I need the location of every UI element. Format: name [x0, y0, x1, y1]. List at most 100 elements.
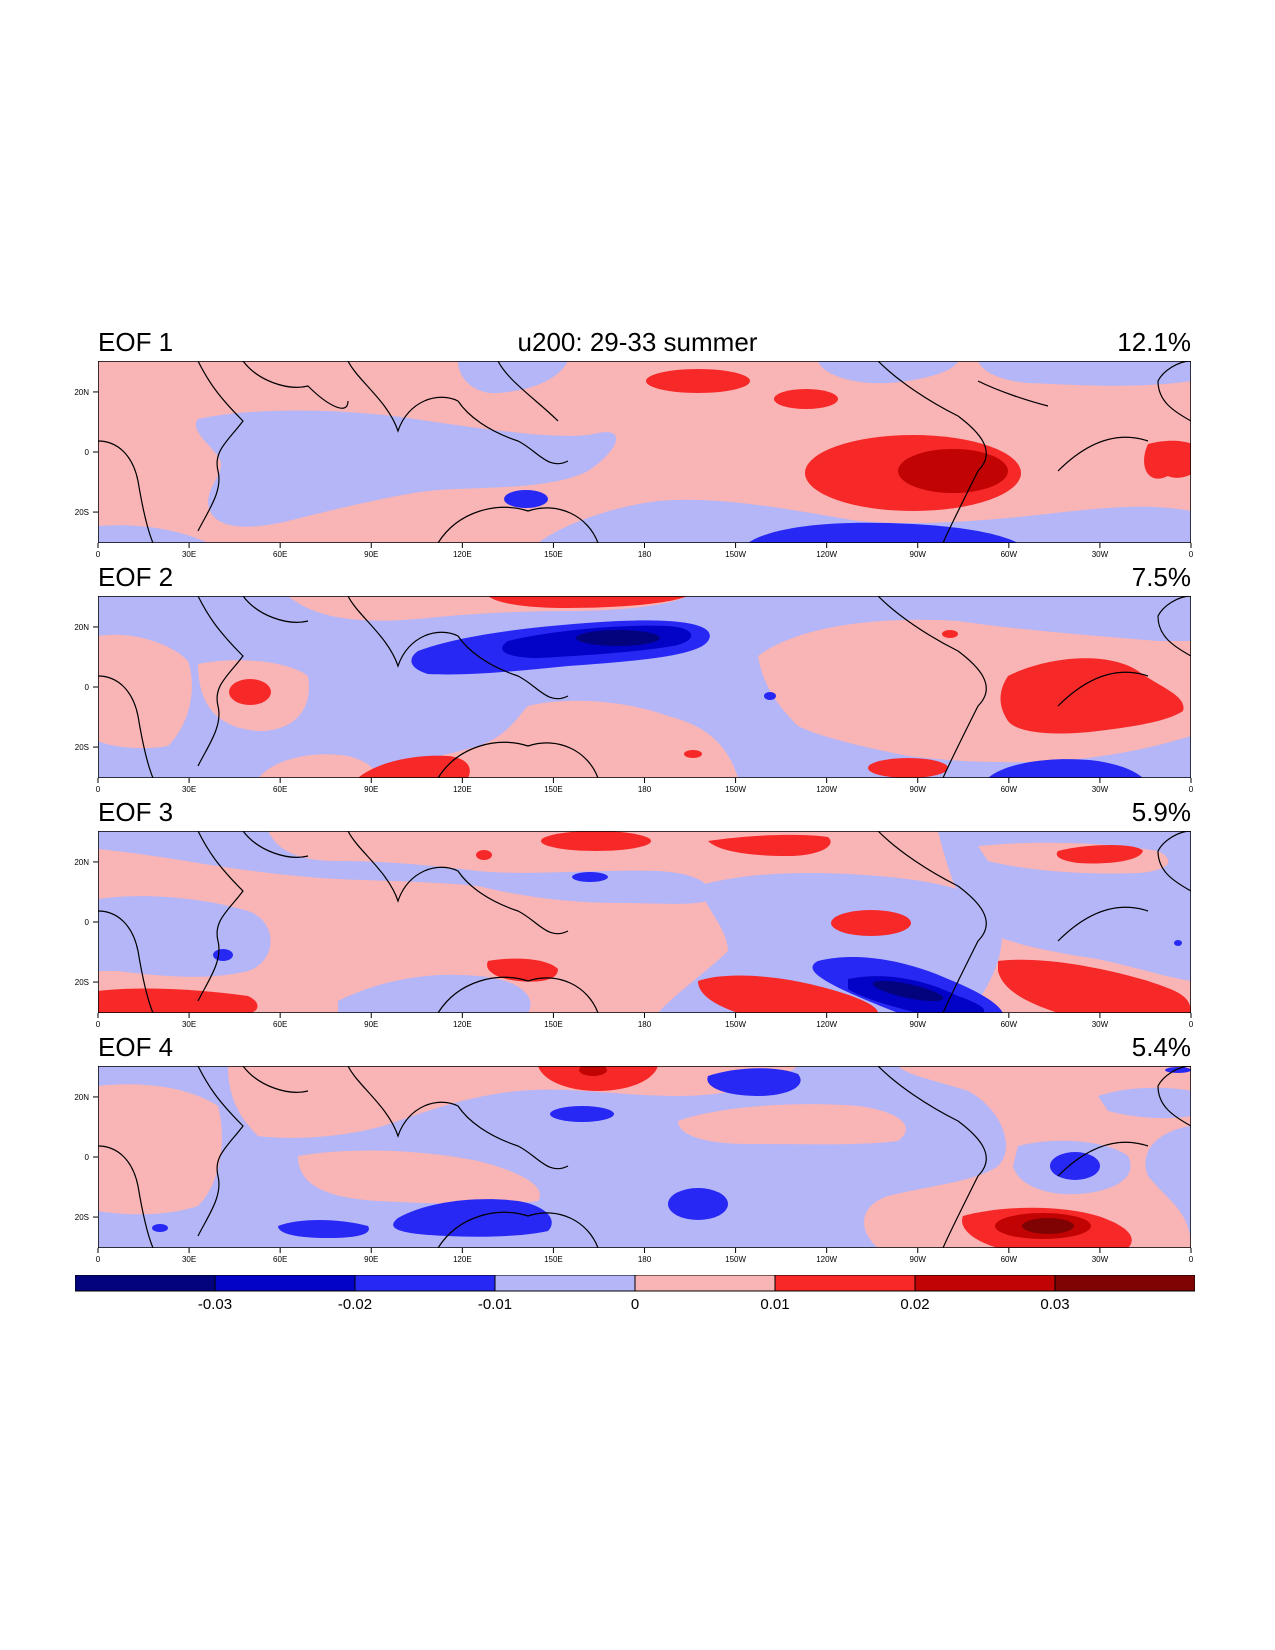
y-tick-label: 20N	[74, 1093, 89, 1102]
eof2-coast-west-africa	[1157, 596, 1191, 657]
x-tick-label: 30W	[1092, 550, 1109, 559]
eof2-neg-darkest-west-pacific	[576, 630, 660, 646]
eof4-pos-region-africa	[98, 1084, 222, 1215]
eof4-coast-americas	[877, 1066, 1149, 1248]
eof2-coast-australia	[437, 741, 599, 778]
x-tick-label: 90E	[364, 1255, 378, 1264]
x-tick-label: 90W	[910, 1020, 927, 1029]
eof2-pos-mid-south-america	[1000, 658, 1184, 734]
y-tick-label: 20S	[75, 743, 89, 752]
x-tick-label: 60E	[273, 550, 287, 559]
eof3-coast-americas	[877, 831, 1149, 1013]
eof1-coast-americas	[877, 361, 1149, 543]
x-tick-label: 0	[1189, 1020, 1194, 1029]
x-tick-label: 90E	[364, 785, 378, 794]
eof3-pos-mid-atlantic-north	[1056, 845, 1143, 864]
eof2-pos-mid-south-pacific-small	[684, 750, 702, 758]
x-tick-label: 150E	[544, 1255, 563, 1264]
panel-3-percent: 5.9%	[1131, 797, 1191, 827]
x-tick-label: 120W	[816, 1020, 837, 1029]
eof4-neg-mid-west-pacific	[550, 1106, 614, 1122]
eof1-neg-region-atlantic-north	[978, 361, 1191, 386]
x-tick-label: 150W	[725, 1020, 746, 1029]
eof1-neg-region-west-south	[98, 525, 208, 543]
eof4-coast-australia	[437, 1211, 599, 1248]
eof4-pos-dark-north-pacific	[579, 1066, 607, 1076]
x-tick-label: 0	[96, 550, 101, 559]
x-tick-label: 120W	[816, 550, 837, 559]
eof4-neg-mid-central-pacific-south	[668, 1188, 728, 1220]
x-tick-label: 120E	[453, 1020, 472, 1029]
colorbar-swatch	[774, 1275, 916, 1292]
eof3-pos-mid-south-indian	[98, 988, 258, 1013]
x-tick-label: 60W	[1001, 1020, 1018, 1029]
eof2-pos-mid-caribbean	[942, 630, 958, 638]
colorbar-label: 0	[630, 1296, 640, 1313]
y-tick-label: 20N	[74, 858, 89, 867]
eof3-neg-mid-madagascar	[213, 949, 233, 961]
eof1-pos-mid-north-pacific	[646, 369, 750, 393]
eof1-neg-mid-indian	[504, 490, 548, 508]
eof1-pos-dark-east-pacific	[898, 449, 1008, 493]
x-tick-label: 30W	[1092, 1020, 1109, 1029]
y-tick-label: 0	[85, 683, 90, 692]
x-tick-label: 150W	[725, 785, 746, 794]
panel-1-label: EOF 1	[98, 327, 174, 357]
eof3-pos-mid-west-north	[476, 850, 492, 860]
eof2-coast-asia	[242, 596, 569, 700]
y-tick-label: 20S	[75, 978, 89, 987]
x-tick-label: 150E	[544, 1020, 563, 1029]
eof4-pos-darkest-south-atlantic	[1022, 1218, 1074, 1234]
x-tick-label: 90E	[364, 1020, 378, 1029]
eof3-map	[98, 831, 1191, 1013]
x-tick-label: 180	[638, 1020, 652, 1029]
eof2-pos-region-indian-south	[258, 754, 378, 778]
colorbar-label: -0.02	[337, 1296, 373, 1313]
x-tick-label: 0	[1189, 550, 1194, 559]
eof4-coast-asia	[242, 1066, 569, 1170]
eof3-coast-asia	[242, 831, 569, 935]
eof2-map	[98, 596, 1191, 778]
eof2-pos-region-africa	[98, 634, 192, 749]
eof3-coast-australia	[437, 976, 599, 1013]
eof1-pos-mid-dateline	[774, 389, 838, 409]
eof3-neg-region-indian-south	[338, 974, 531, 1013]
eof2-pos-mid-arabia	[229, 679, 271, 705]
colorbar-swatch	[75, 1275, 216, 1292]
eof4-neg-mid-indian-south	[278, 1220, 369, 1238]
panel-3-label: EOF 3	[98, 797, 174, 827]
eof3-pos-mid-east-north	[708, 834, 831, 856]
eof3-coast-africa	[98, 831, 244, 1013]
eof3-pos-mid-australia-north	[487, 958, 558, 982]
colorbar-label: -0.01	[477, 1296, 513, 1313]
eof4-pos-region-central-pacific	[678, 1104, 906, 1145]
colorbar-swatch	[354, 1275, 496, 1292]
panel-2-percent: 7.5%	[1131, 562, 1191, 592]
y-tick-label: 0	[85, 1153, 90, 1162]
x-tick-label: 60E	[273, 1020, 287, 1029]
eof4-neg-mid-central-pacific-north	[707, 1068, 801, 1096]
eof1-coast-west-africa	[1157, 361, 1191, 422]
eof3-pos-mid-south-pacific	[698, 975, 878, 1013]
eof1-pos-mid-south-america	[1144, 440, 1191, 479]
x-tick-label: 30E	[182, 1255, 196, 1264]
eof1-coast-australia	[437, 506, 599, 543]
panel-1-percent: 12.1%	[1117, 327, 1191, 357]
x-tick-label: 90W	[910, 550, 927, 559]
x-tick-label: 150E	[544, 785, 563, 794]
panel-4-percent: 5.4%	[1131, 1032, 1191, 1062]
x-tick-label: 150E	[544, 550, 563, 559]
eof3-neg-darkest-east-pacific	[872, 980, 944, 1002]
x-tick-label: 120W	[816, 1255, 837, 1264]
colorbar-label: -0.03	[197, 1296, 233, 1313]
x-tick-label: 30W	[1092, 785, 1109, 794]
x-tick-label: 0	[1189, 1255, 1194, 1264]
eof4-coast-africa	[98, 1066, 244, 1248]
panel-4-label: EOF 4	[98, 1032, 174, 1062]
eof2-coast-americas	[877, 596, 1149, 778]
x-tick-label: 180	[638, 785, 652, 794]
colorbar-swatch	[214, 1275, 356, 1292]
eof4-pos-mid-north-pacific	[538, 1066, 658, 1091]
eof2-coast-africa	[98, 596, 244, 778]
